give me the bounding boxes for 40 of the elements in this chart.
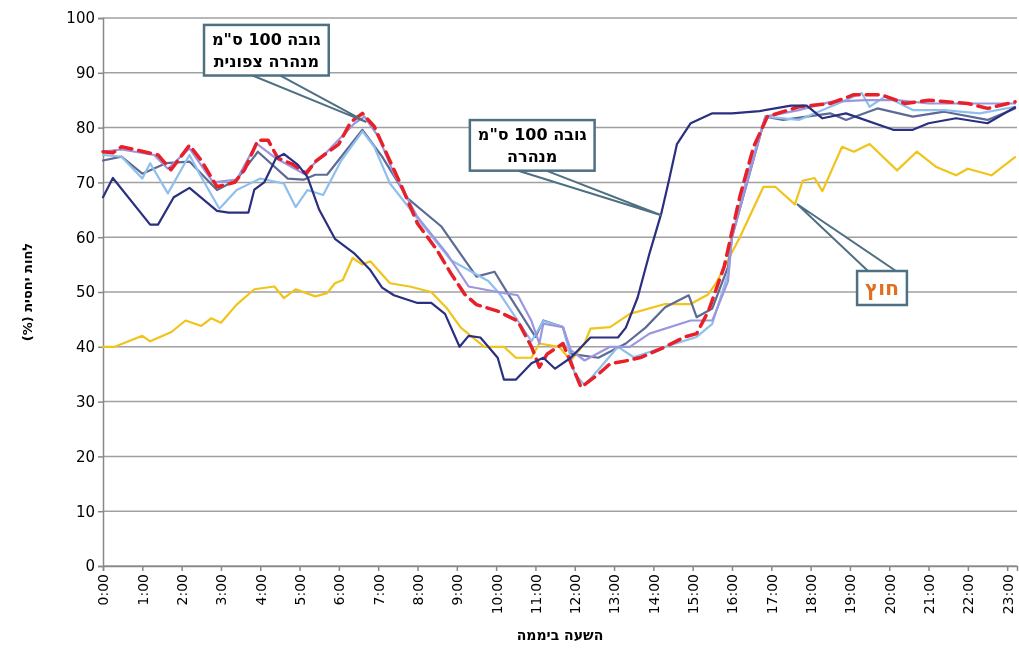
x-tick-label: 23:00 [999, 574, 1016, 615]
x-tick-label: 22:00 [960, 574, 977, 615]
x-tick-label: 12:00 [567, 574, 584, 615]
x-tick-label: 21:00 [920, 574, 937, 615]
x-tick-label: 9:00 [449, 574, 466, 606]
y-tick-label: 80 [75, 118, 95, 137]
x-tick-label: 13:00 [606, 574, 623, 615]
y-tick-label: 0 [85, 557, 95, 576]
y-tick-label: 40 [75, 338, 95, 357]
y-tick-label: 70 [75, 173, 95, 192]
x-tick-label: 15:00 [685, 574, 702, 615]
y-tick-label: 50 [75, 283, 95, 302]
y-tick-label: 10 [75, 502, 95, 521]
x-tick-label: 3:00 [213, 574, 230, 606]
x-tick-label: 16:00 [724, 574, 741, 615]
y-tick-label: 30 [75, 392, 95, 411]
y-tick-label: 20 [75, 447, 95, 466]
x-tick-label: 19:00 [842, 574, 859, 615]
y-tick-label: 100 [66, 9, 95, 28]
annotation: גובה 100 ס"מ מנהרה צפונית [212, 29, 321, 71]
x-tick-label: 7:00 [370, 574, 387, 606]
x-tick-label: 5:00 [291, 574, 308, 606]
x-tick-label: 17:00 [763, 574, 780, 615]
x-tick-label: 2:00 [174, 574, 191, 606]
x-tick-label: 18:00 [803, 574, 820, 615]
x-tick-label: 1:00 [134, 574, 151, 606]
x-axis-title: השעה ביממה [516, 627, 604, 643]
annotation: גובה 100 ס"מ מנהרה [477, 125, 587, 166]
x-tick-label: 6:00 [331, 574, 348, 606]
x-tick-label: 11:00 [527, 574, 544, 615]
x-tick-label: 10:00 [488, 574, 505, 615]
y-axis-title: לחות יחסית (%) [20, 242, 35, 342]
annotation: חוץ [865, 276, 899, 300]
y-tick-label: 90 [75, 64, 95, 83]
x-tick-label: 0:00 [95, 574, 112, 606]
x-tick-label: 20:00 [881, 574, 898, 615]
y-tick-label: 60 [75, 228, 95, 247]
x-tick-label: 14:00 [645, 574, 662, 615]
x-tick-label: 4:00 [252, 574, 269, 606]
x-tick-label: 8:00 [409, 574, 426, 606]
